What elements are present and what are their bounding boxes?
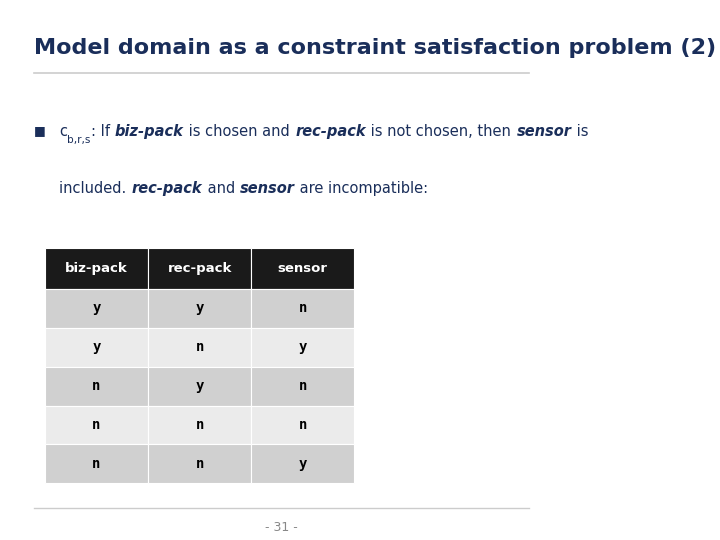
Text: y: y	[299, 340, 307, 354]
Text: n: n	[299, 418, 307, 432]
Text: is not chosen, then: is not chosen, then	[366, 124, 516, 139]
FancyBboxPatch shape	[148, 444, 251, 483]
Text: y: y	[195, 301, 204, 315]
Text: n: n	[195, 457, 204, 471]
Text: biz-pack: biz-pack	[114, 124, 184, 139]
FancyBboxPatch shape	[148, 328, 251, 367]
FancyBboxPatch shape	[251, 328, 354, 367]
Text: are incompatible:: are incompatible:	[295, 181, 428, 196]
Text: y: y	[195, 379, 204, 393]
Text: n: n	[92, 457, 101, 471]
FancyBboxPatch shape	[251, 444, 354, 483]
Text: rec-pack: rec-pack	[168, 262, 232, 275]
Text: - 31 -: - 31 -	[265, 521, 297, 534]
Text: n: n	[195, 418, 204, 432]
FancyBboxPatch shape	[148, 248, 251, 289]
Text: Model domain as a constraint satisfaction problem (2): Model domain as a constraint satisfactio…	[34, 38, 716, 58]
Text: included.: included.	[59, 181, 131, 196]
Text: y: y	[92, 301, 101, 315]
FancyBboxPatch shape	[45, 444, 148, 483]
FancyBboxPatch shape	[251, 367, 354, 406]
FancyBboxPatch shape	[45, 406, 148, 444]
FancyBboxPatch shape	[148, 367, 251, 406]
Text: n: n	[92, 379, 101, 393]
Text: ■: ■	[34, 124, 45, 137]
Text: sensor: sensor	[278, 262, 328, 275]
Text: biz-pack: biz-pack	[66, 262, 128, 275]
Text: rec-pack: rec-pack	[132, 181, 202, 196]
Text: sensor: sensor	[517, 124, 572, 139]
FancyBboxPatch shape	[45, 367, 148, 406]
Text: n: n	[299, 301, 307, 315]
Text: n: n	[92, 418, 101, 432]
FancyBboxPatch shape	[251, 248, 354, 289]
Text: n: n	[299, 379, 307, 393]
Text: c: c	[59, 124, 67, 139]
FancyBboxPatch shape	[45, 328, 148, 367]
Text: sensor: sensor	[240, 181, 294, 196]
Text: is: is	[572, 124, 589, 139]
FancyBboxPatch shape	[148, 406, 251, 444]
Text: b,r,s: b,r,s	[67, 135, 91, 145]
Text: y: y	[299, 457, 307, 471]
FancyBboxPatch shape	[148, 289, 251, 328]
Text: : If: : If	[91, 124, 114, 139]
FancyBboxPatch shape	[251, 289, 354, 328]
Text: n: n	[195, 340, 204, 354]
FancyBboxPatch shape	[251, 406, 354, 444]
Text: y: y	[92, 340, 101, 354]
FancyBboxPatch shape	[45, 289, 148, 328]
FancyBboxPatch shape	[45, 248, 148, 289]
Text: rec-pack: rec-pack	[295, 124, 366, 139]
Text: is chosen and: is chosen and	[184, 124, 294, 139]
Text: and: and	[202, 181, 240, 196]
